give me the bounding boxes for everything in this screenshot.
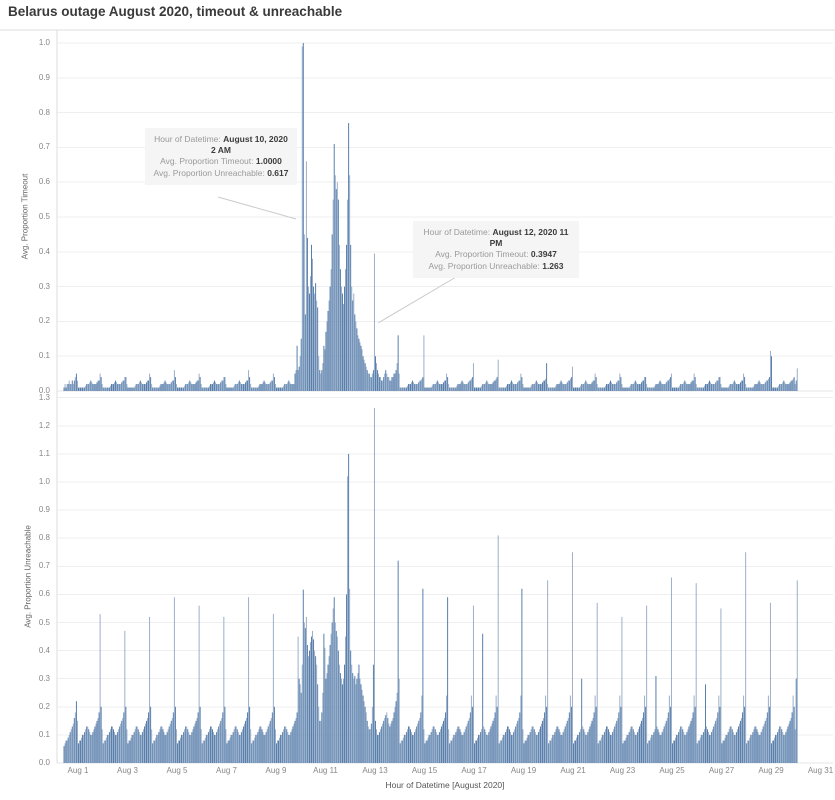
y-tick-label: 0.8: [38, 533, 50, 543]
y-tick-label: 0.6: [38, 177, 50, 187]
x-tick-label: Aug 25: [659, 766, 685, 775]
chart-title: Belarus outage August 2020, timeout & un…: [8, 4, 343, 19]
x-tick-label: Aug 29: [758, 766, 784, 775]
x-tick-label: Aug 11: [313, 766, 338, 775]
y-tick-label: 1.0: [38, 38, 50, 47]
x-tick-label: Aug 27: [708, 766, 735, 775]
y-tick-label: 0.4: [38, 246, 50, 256]
y-tick-label: 0.8: [38, 107, 50, 117]
y-tick-label: 0.1: [38, 729, 50, 739]
y-tick-label: 0.2: [38, 316, 50, 326]
x-tick-label: Aug 23: [609, 766, 636, 775]
y-tick-label: 1.0: [38, 477, 50, 486]
annotation-timeout-line: Avg. Proportion Timeout: 0.3947: [435, 249, 557, 260]
x-tick-label: Aug 15: [411, 766, 438, 775]
x-tick-label: Aug 9: [265, 766, 287, 775]
x-tick-label: Aug 1: [67, 766, 89, 775]
y-tick-label: 0.9: [38, 72, 50, 82]
x-tick-label: Aug 19: [510, 766, 537, 775]
y-tick-label: 0.5: [38, 617, 50, 627]
y-tick-label: 0.3: [38, 673, 50, 683]
y-axis-title-unreachable: Avg. Proportion Unreachable: [23, 525, 33, 628]
x-tick-label: Aug 31: [807, 766, 834, 775]
x-tick-label: Aug 13: [362, 766, 388, 775]
y-tick-label: 0.6: [38, 589, 50, 599]
y-tick-label: 1.1: [38, 448, 50, 458]
x-tick-label: Aug 7: [216, 766, 237, 775]
y-tick-label: 0.7: [38, 142, 50, 152]
annotation-timeout-line: Avg. Proportion Timeout: 1.0000: [160, 156, 282, 167]
annotation-unreachable-line: Avg. Proportion Unreachable: 1.263: [428, 260, 564, 271]
x-axis-title: Hour of Datetime [August 2020]: [385, 780, 505, 790]
x-tick-label: Aug 17: [461, 766, 487, 775]
annotation-datetime-line: Hour of Datetime: August 10, 2020 2 AM: [154, 134, 288, 156]
y-tick-label: 0.0: [38, 386, 50, 395]
y-tick-label: 0.2: [38, 701, 50, 711]
x-tick-label: Aug 5: [166, 766, 188, 775]
y-tick-label: 0.5: [38, 212, 50, 221]
y-tick-label: 0.7: [38, 561, 50, 571]
x-tick-label: Aug 3: [117, 766, 138, 775]
y-tick-label: 0.4: [38, 645, 50, 655]
tooltip-annotation-aug10: Hour of Datetime: August 10, 2020 2 AM A…: [145, 128, 297, 185]
x-tick-label: Aug 21: [560, 766, 586, 775]
y-tick-label: 0.9: [38, 505, 50, 515]
tooltip-annotation-aug12: Hour of Datetime: August 12, 2020 11 PM …: [413, 221, 579, 278]
y-tick-label: 0.3: [38, 281, 50, 291]
annotation-unreachable-line: Avg. Proportion Unreachable: 0.617: [153, 167, 289, 178]
annotation-datetime-line: Hour of Datetime: August 12, 2020 11 PM: [423, 227, 569, 249]
y-tick-label: 1.2: [38, 420, 50, 430]
y-tick-label: 0.0: [38, 758, 50, 767]
y-tick-label: 0.1: [38, 351, 50, 361]
y-tick-label: 1.3: [38, 392, 50, 402]
